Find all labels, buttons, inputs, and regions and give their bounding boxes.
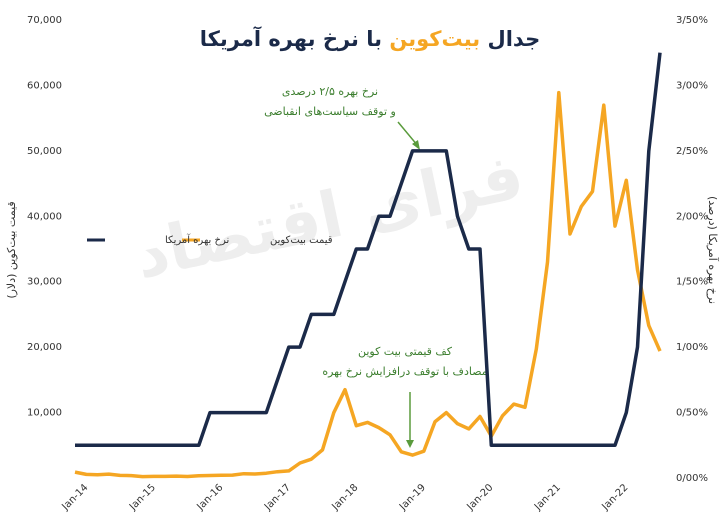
y-axis-title: قیمت بیت‌کوین (دلار) (5, 201, 18, 298)
legend-label: قیمت بیت‌کوین (270, 235, 333, 246)
y-tick-label: 30,000 (27, 277, 62, 288)
y2-tick-label: 3/00% (676, 80, 708, 91)
y2-tick-label: 2/50% (676, 146, 708, 157)
series-line (74, 90, 662, 479)
y2-axis-title: نرخ بهره آمریکا (درصد) (706, 196, 720, 304)
y2-tick-label: 0/00% (676, 473, 708, 484)
y2-tick-label: 3/50% (676, 15, 708, 26)
arrow-head (412, 140, 420, 150)
annotation-arrow (397, 121, 419, 147)
y-tick-label: 70,000 (27, 15, 62, 26)
y2-tick-label: 0/50% (676, 408, 708, 419)
y-tick-label: 60,000 (27, 80, 62, 91)
y-tick-label: 20,000 (27, 342, 62, 353)
y2-tick-label: 2/00% (676, 211, 708, 222)
title-part: جدال (488, 27, 541, 51)
chart-title: جدال بیت‌کوین با نرخ بهره آمریکا (200, 26, 540, 51)
arrow-head (406, 440, 414, 448)
legend: قیمت بیت‌کوین نرخ بهره آمریکا (87, 233, 333, 246)
y-tick-label: 10,000 (27, 408, 62, 419)
annotation: و توقف سیاست‌های انقباضی (264, 105, 396, 118)
legend-label: نرخ بهره آمریکا (165, 233, 229, 246)
title-part: بیت‌کوین (389, 27, 480, 51)
title-part: با نرخ بهره آمریکا (200, 26, 382, 51)
y-tick-label: 50,000 (27, 146, 62, 157)
series-line (75, 52, 662, 448)
annotation: مصادف با توقف درافزایش نرخ بهره (322, 365, 487, 378)
y2-tick-label: 1/50% (676, 277, 708, 288)
annotation: کف قیمتی بیت کوین (358, 345, 453, 358)
annotation: نرخ بهره ۲/۵ درصدی (282, 85, 378, 98)
y-tick-label: 40,000 (27, 211, 62, 222)
y2-tick-label: 1/00% (676, 342, 708, 353)
